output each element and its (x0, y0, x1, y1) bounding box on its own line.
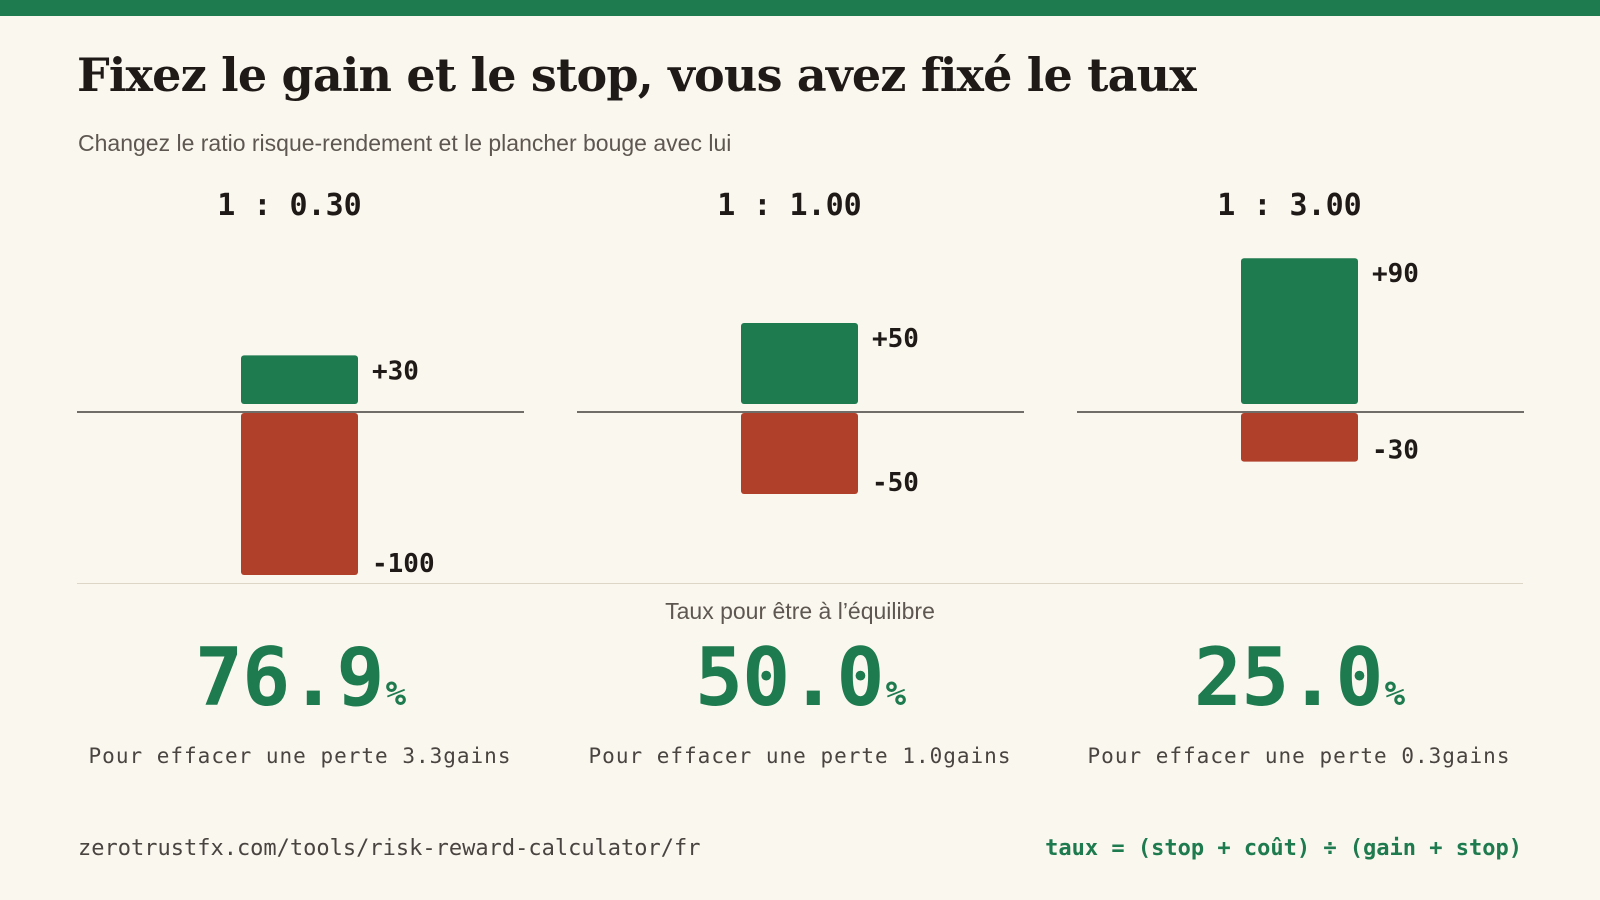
rate-number: 50.0 (694, 631, 885, 724)
rate-number: 25.0 (1193, 631, 1384, 724)
gain-bar (241, 355, 358, 404)
gain-value-label: +50 (872, 324, 919, 354)
gain-bar (1241, 258, 1358, 404)
breakeven-rate-value: 25.0% (1079, 630, 1519, 742)
percent-sign: % (885, 674, 907, 714)
gain-value-label: +90 (1372, 259, 1419, 289)
ratio-label: 1 : 3.00 (1217, 188, 1362, 223)
breakeven-rate-1: 76.9% Pour effacer une perte 3.3gains (80, 630, 520, 768)
top-accent-bar (0, 0, 1600, 16)
loss-value-label: -100 (372, 549, 435, 579)
loss-value-label: -30 (1372, 436, 1419, 466)
percent-sign: % (385, 674, 407, 714)
gain-bar (741, 323, 858, 404)
ratio-label: 1 : 0.30 (217, 188, 362, 223)
breakeven-rate-3: 25.0% Pour effacer une perte 0.3gains (1079, 630, 1519, 768)
gain-value-label: +30 (372, 356, 419, 386)
breakeven-rate-value: 76.9% (80, 630, 520, 742)
breakeven-rate-2: 50.0% Pour effacer une perte 1.0gains (580, 630, 1020, 768)
section-divider (77, 583, 1523, 584)
rate-number: 76.9 (194, 631, 385, 724)
breakeven-rate-note: Pour effacer une perte 0.3gains (1087, 744, 1511, 768)
footer-url-link[interactable]: zerotrustfx.com/tools/risk-reward-calcul… (78, 836, 701, 861)
loss-value-label: -50 (872, 468, 919, 498)
loss-bar (741, 413, 858, 494)
breakeven-section-label: Taux pour être à l’équilibre (665, 598, 935, 624)
page-title: Fixez le gain et le stop, vous avez fixé… (77, 48, 1197, 102)
percent-sign: % (1384, 674, 1406, 714)
loss-bar (1241, 413, 1358, 462)
loss-bar (241, 413, 358, 575)
page-subtitle: Changez le ratio risque-rendement et le … (78, 130, 732, 156)
breakeven-rate-note: Pour effacer une perte 3.3gains (88, 744, 512, 768)
breakeven-rate-note: Pour effacer une perte 1.0gains (588, 744, 1012, 768)
ratio-label: 1 : 1.00 (717, 188, 862, 223)
breakeven-rate-value: 50.0% (580, 630, 1020, 742)
footer-formula: taux = (stop + coût) ÷ (gain + stop) (1045, 836, 1522, 861)
